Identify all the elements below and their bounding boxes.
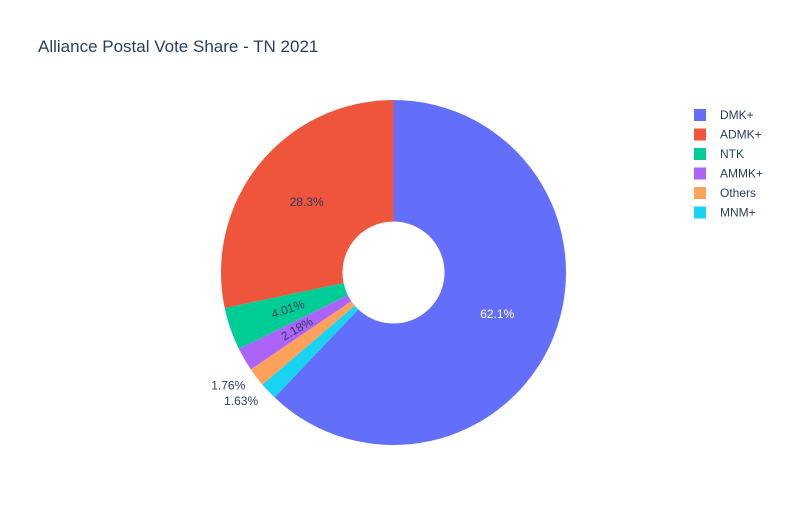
pie-slice-mnm[interactable] — [262, 305, 359, 398]
legend-swatch-ntk[interactable] — [694, 148, 706, 160]
legend-label-admk[interactable]: ADMK+ — [720, 128, 762, 142]
slice-label-dmk: 62.1% — [480, 307, 514, 321]
slice-label-others: 1.76% — [211, 379, 245, 393]
legend-label-ntk[interactable]: NTK — [720, 147, 744, 161]
legend-label-mnm[interactable]: MNM+ — [720, 206, 756, 220]
chart-title: Alliance Postal Vote Share - TN 2021 — [38, 37, 318, 56]
legend-label-others[interactable]: Others — [720, 186, 756, 200]
slice-label-admk: 28.3% — [290, 195, 324, 209]
slice-label-mnm: 1.63% — [224, 394, 258, 408]
legend-label-ammk[interactable]: AMMK+ — [720, 167, 763, 181]
legend-swatch-dmk[interactable] — [694, 109, 706, 121]
pie-slice-dmk[interactable] — [274, 100, 566, 445]
legend-swatch-others[interactable] — [694, 187, 706, 199]
pie-slice-admk[interactable] — [221, 100, 394, 309]
legend-swatch-admk[interactable] — [694, 128, 706, 141]
legend-swatch-mnm[interactable] — [694, 206, 706, 219]
pie-slice-others[interactable] — [250, 301, 355, 385]
pie-slice-ntk[interactable] — [224, 283, 348, 350]
pie-slice-ammk[interactable] — [238, 295, 352, 370]
legend-label-dmk[interactable]: DMK+ — [720, 108, 754, 122]
legend: DMK+ ADMK+ NTK AMMK+ Others MNM+ — [694, 108, 763, 220]
pie-slices — [221, 100, 566, 445]
legend-swatch-ammk[interactable] — [694, 167, 706, 180]
